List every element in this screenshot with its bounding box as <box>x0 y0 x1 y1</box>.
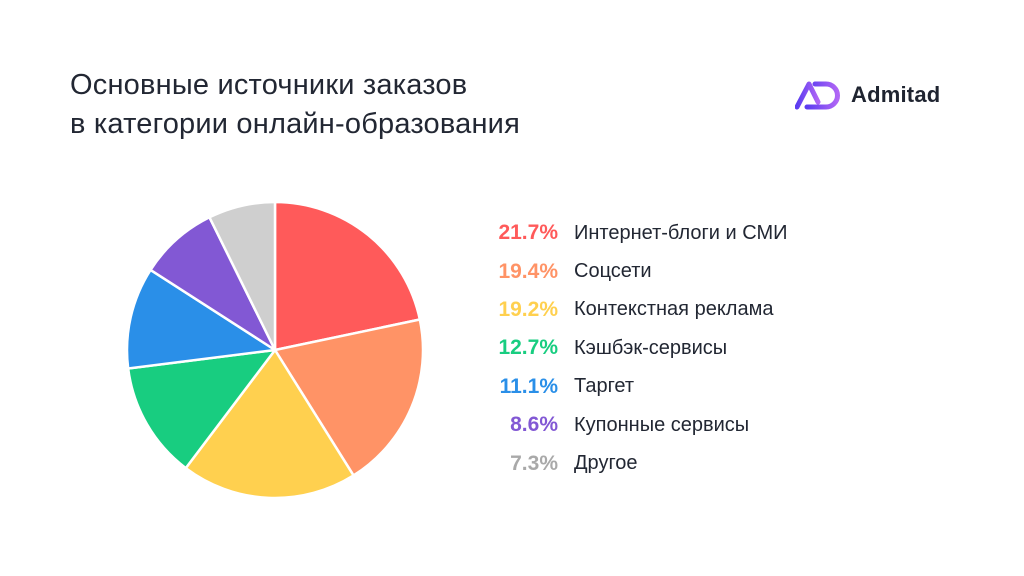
legend-percentage: 7.3% <box>510 451 558 475</box>
legend-item: 11.1% Таргет <box>470 368 788 406</box>
pie-slice-3 <box>184 348 355 500</box>
legend-label: Купонные сервисы <box>574 413 750 436</box>
legend-percentage: 11.1% <box>499 374 558 398</box>
pie-slice-2 <box>273 318 425 477</box>
legend-item: 19.4% Соцсети <box>470 252 788 290</box>
legend-item: 7.3% Другое <box>470 444 788 482</box>
legend-percentage: 19.4% <box>498 259 558 283</box>
legend-percentage: 12.7% <box>498 336 558 360</box>
legend-label: Контекстная реклама <box>574 298 774 321</box>
page-title: Основные источники заказов в категории о… <box>70 66 520 144</box>
title-line-1: Основные источники заказов <box>70 69 468 101</box>
legend-percentage: 8.6% <box>510 413 558 437</box>
pie-slice-5 <box>125 268 277 370</box>
pie-slice-7 <box>208 200 277 352</box>
pie-slice-4 <box>126 348 277 470</box>
legend-label: Кэшбэк-сервисы <box>574 336 728 359</box>
title-line-2: в категории онлайн-образования <box>70 108 520 140</box>
admitad-logo: Admitad <box>795 78 940 112</box>
legend-item: 21.7% Интернет-блоги и СМИ <box>470 214 788 252</box>
legend-label: Интернет-блоги и СМИ <box>574 221 788 244</box>
legend-item: 19.2% Контекстная реклама <box>470 291 788 329</box>
admitad-logo-icon <box>795 81 840 110</box>
legend-item: 8.6% Купонные сервисы <box>470 406 788 444</box>
pie-slice-1 <box>273 200 422 352</box>
pie-chart <box>125 200 425 500</box>
legend-percentage: 19.2% <box>498 297 558 321</box>
legend-label: Соцсети <box>574 260 652 283</box>
legend-label: Таргет <box>574 375 635 398</box>
legend-item: 12.7% Кэшбэк-сервисы <box>470 329 788 367</box>
chart-legend: 21.7% Интернет-блоги и СМИ 19.4% Соцсети 19.… <box>470 214 788 483</box>
brand-name: Admitad <box>851 82 941 107</box>
legend-label: Другое <box>574 452 638 475</box>
legend-percentage: 21.7% <box>498 221 558 245</box>
